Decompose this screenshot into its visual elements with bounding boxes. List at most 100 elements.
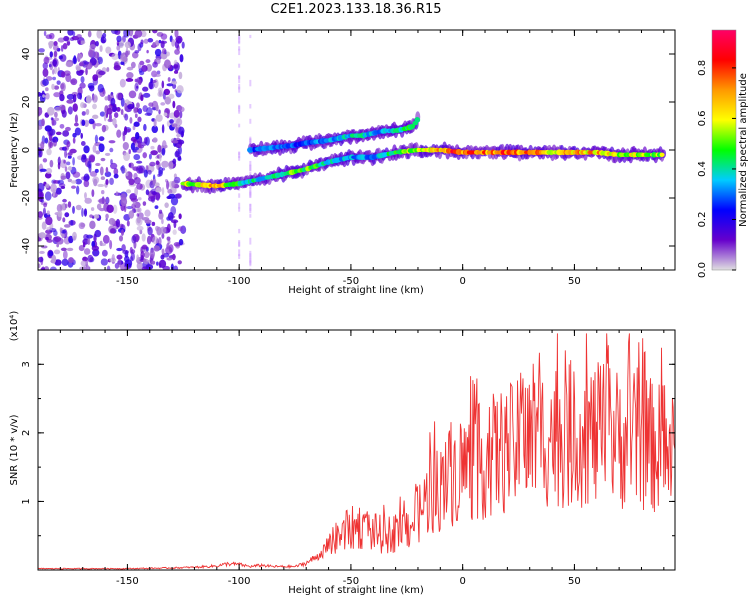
noise-mark: [160, 40, 165, 49]
noise-mark: [108, 140, 116, 144]
noise-mark: [158, 109, 161, 115]
noise-mark: [108, 217, 115, 226]
noise-mark: [53, 40, 58, 47]
noise-mark: [119, 78, 126, 88]
streak-mark: [249, 104, 252, 109]
noise-mark: [41, 221, 47, 230]
noise-mark: [60, 45, 64, 52]
streak-mark: [249, 268, 252, 270]
noise-mark: [112, 204, 118, 214]
noise-mark: [154, 205, 159, 210]
noise-mark: [136, 102, 140, 109]
noise-mark: [61, 233, 65, 239]
noise-mark: [67, 166, 73, 171]
x-tick-label: -150: [116, 276, 139, 287]
noise-mark: [151, 260, 156, 265]
noise-mark: [137, 207, 142, 213]
noise-mark: [154, 182, 160, 187]
noise-mark: [42, 207, 46, 216]
noise-mark: [166, 236, 171, 241]
noise-mark: [135, 165, 143, 174]
noise-mark: [38, 232, 47, 239]
noise-mark: [63, 224, 71, 228]
noise-mark: [99, 166, 104, 176]
noise-mark: [38, 106, 43, 116]
noise-mark: [43, 202, 48, 208]
noise-mark: [161, 187, 165, 196]
noise-mark: [153, 245, 160, 252]
noise-mark: [88, 155, 95, 163]
noise-mark: [42, 94, 45, 98]
noise-mark: [88, 49, 94, 58]
noise-mark: [178, 213, 182, 220]
noise-mark: [75, 66, 81, 72]
streak-mark: [238, 105, 241, 110]
noise-mark: [121, 244, 126, 252]
noise-mark: [120, 196, 128, 207]
noise-mark: [116, 107, 121, 112]
noise-mark: [171, 253, 176, 261]
noise-mark: [143, 123, 147, 131]
noise-mark: [163, 59, 171, 69]
noise-mark: [177, 260, 182, 265]
noise-mark: [45, 34, 53, 40]
noise-mark: [38, 182, 45, 192]
streak-mark: [238, 193, 241, 198]
noise-mark: [93, 214, 100, 219]
noise-mark: [57, 37, 65, 43]
noise-mark: [85, 94, 92, 104]
noise-mark: [89, 44, 97, 49]
noise-mark: [47, 106, 55, 116]
noise-mark: [178, 71, 183, 80]
noise-mark: [45, 92, 50, 100]
noise-mark: [177, 37, 182, 44]
noise-mark: [147, 169, 152, 175]
noise-mark: [120, 108, 124, 116]
noise-mark: [128, 162, 134, 169]
streak-mark: [238, 202, 241, 209]
noise-mark: [144, 251, 150, 259]
noise-mark: [101, 124, 107, 133]
noise-mark: [157, 144, 162, 153]
noise-mark: [64, 149, 68, 159]
noise-mark: [58, 104, 66, 111]
noise-mark: [149, 249, 155, 259]
noise-mark: [146, 235, 152, 245]
noise-mark: [160, 33, 168, 40]
noise-mark: [48, 250, 54, 257]
noise-mark: [96, 30, 103, 39]
noise-mark: [66, 247, 74, 252]
noise-mark: [168, 160, 174, 170]
noise-mark: [104, 96, 109, 101]
colorbar-label: Normalized spectral amplitude: [738, 73, 749, 227]
noise-mark: [179, 54, 184, 63]
noise-mark: [115, 218, 121, 228]
streak-mark: [238, 84, 241, 90]
noise-mark: [87, 160, 92, 169]
noise-mark: [101, 249, 108, 257]
streak-mark: [238, 46, 241, 51]
x-tick-label: 50: [568, 276, 581, 287]
streak-mark: [238, 155, 241, 161]
snr-y-unit: (x10⁴): [9, 311, 20, 342]
noise-mark: [80, 40, 86, 45]
colorbar-tick-label: 0.0: [697, 262, 708, 278]
noise-mark: [75, 178, 83, 185]
noise-mark: [130, 136, 137, 142]
noise-mark: [150, 79, 157, 84]
colorbar-tick-label: 0.6: [697, 110, 708, 126]
noise-mark: [59, 123, 65, 129]
noise-mark: [161, 147, 166, 156]
noise-mark: [78, 53, 83, 60]
noise-mark: [100, 176, 106, 181]
streak-mark: [249, 214, 252, 218]
noise-mark: [109, 177, 114, 186]
noise-mark: [177, 139, 185, 145]
noise-mark: [128, 149, 131, 155]
noise-mark: [62, 198, 67, 203]
noise-mark: [139, 70, 145, 76]
noise-mark: [158, 166, 164, 175]
spectrogram-panel: -150 -100 -50 0 50 -40 -20 0 20 40 Height of str…: [9, 29, 676, 296]
noise-mark: [158, 236, 162, 246]
